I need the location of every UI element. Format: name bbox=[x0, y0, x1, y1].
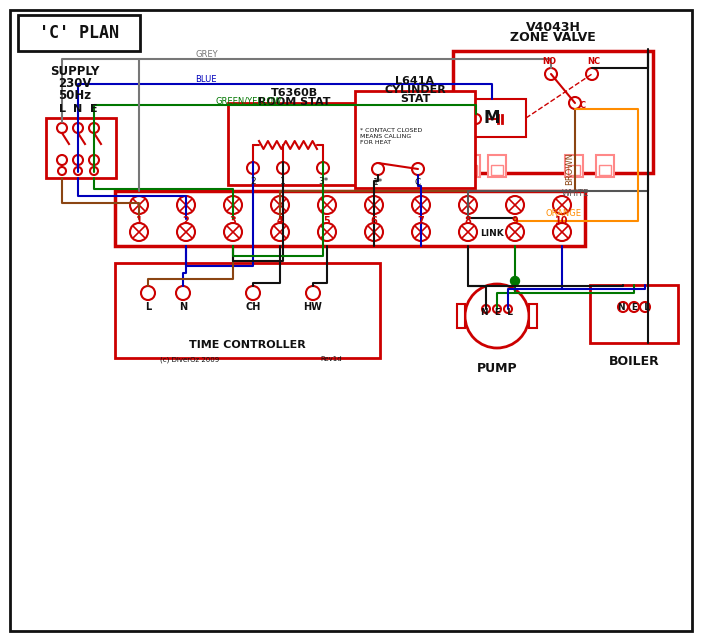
FancyBboxPatch shape bbox=[462, 155, 480, 177]
Text: SUPPLY: SUPPLY bbox=[51, 65, 100, 78]
FancyBboxPatch shape bbox=[10, 10, 692, 631]
Text: BROWN: BROWN bbox=[565, 152, 574, 185]
Text: C: C bbox=[580, 101, 586, 110]
Text: ORANGE: ORANGE bbox=[545, 209, 581, 218]
FancyBboxPatch shape bbox=[355, 91, 475, 188]
Text: FOR HEAT: FOR HEAT bbox=[360, 140, 391, 145]
Text: ZONE VALVE: ZONE VALVE bbox=[510, 31, 596, 44]
Circle shape bbox=[510, 276, 519, 285]
FancyBboxPatch shape bbox=[453, 51, 653, 173]
FancyBboxPatch shape bbox=[599, 165, 611, 175]
FancyBboxPatch shape bbox=[18, 15, 140, 51]
FancyBboxPatch shape bbox=[590, 285, 678, 343]
Text: PUMP: PUMP bbox=[477, 362, 517, 375]
Text: T6360B: T6360B bbox=[270, 88, 317, 98]
FancyBboxPatch shape bbox=[465, 165, 477, 175]
Text: HW: HW bbox=[303, 302, 322, 312]
Text: 'C' PLAN: 'C' PLAN bbox=[39, 24, 119, 42]
Text: NO: NO bbox=[542, 57, 556, 66]
FancyBboxPatch shape bbox=[115, 191, 585, 246]
Text: 2: 2 bbox=[183, 216, 190, 226]
Text: 5: 5 bbox=[324, 216, 331, 226]
Text: N: N bbox=[74, 104, 83, 114]
Text: (c) DiverOz 2009: (c) DiverOz 2009 bbox=[160, 356, 219, 363]
Text: BLUE: BLUE bbox=[195, 75, 216, 84]
Text: GREY: GREY bbox=[195, 50, 218, 59]
Text: L: L bbox=[145, 302, 151, 312]
Text: N: N bbox=[179, 302, 187, 312]
Text: 1: 1 bbox=[135, 216, 143, 226]
Text: GREEN/YELLOW: GREEN/YELLOW bbox=[215, 96, 282, 105]
Text: 7: 7 bbox=[418, 216, 425, 226]
Text: CYLINDER: CYLINDER bbox=[384, 85, 446, 95]
Text: L641A: L641A bbox=[395, 76, 435, 86]
Text: TIME CONTROLLER: TIME CONTROLLER bbox=[189, 340, 305, 350]
Text: N  E  L: N E L bbox=[618, 303, 650, 312]
Text: 4: 4 bbox=[277, 216, 284, 226]
Text: 6: 6 bbox=[371, 216, 378, 226]
FancyBboxPatch shape bbox=[568, 165, 580, 175]
Text: MEANS CALLING: MEANS CALLING bbox=[360, 134, 411, 139]
FancyBboxPatch shape bbox=[115, 263, 380, 358]
Text: STAT: STAT bbox=[400, 94, 430, 104]
Text: N  E  L: N E L bbox=[481, 308, 513, 317]
FancyBboxPatch shape bbox=[457, 304, 465, 328]
Text: Rev1d: Rev1d bbox=[320, 356, 342, 362]
FancyBboxPatch shape bbox=[491, 165, 503, 175]
Text: ROOM STAT: ROOM STAT bbox=[258, 97, 330, 107]
Text: M: M bbox=[484, 109, 501, 127]
Text: 230V: 230V bbox=[58, 76, 92, 90]
Text: L: L bbox=[58, 104, 65, 114]
Text: 8: 8 bbox=[465, 216, 472, 226]
Text: 1: 1 bbox=[280, 177, 286, 186]
FancyBboxPatch shape bbox=[228, 103, 361, 185]
FancyBboxPatch shape bbox=[565, 155, 583, 177]
Text: E: E bbox=[90, 104, 98, 114]
Text: 3*: 3* bbox=[318, 177, 328, 186]
Text: 50Hz: 50Hz bbox=[58, 88, 91, 101]
Text: WHITE: WHITE bbox=[562, 189, 590, 198]
Text: 9: 9 bbox=[512, 216, 518, 226]
FancyBboxPatch shape bbox=[488, 155, 506, 177]
Text: 2: 2 bbox=[250, 177, 256, 186]
Text: BOILER: BOILER bbox=[609, 355, 659, 368]
Text: C: C bbox=[415, 178, 421, 187]
FancyBboxPatch shape bbox=[529, 304, 537, 328]
Text: LINK: LINK bbox=[479, 229, 503, 238]
Text: 3: 3 bbox=[230, 216, 237, 226]
FancyBboxPatch shape bbox=[46, 118, 116, 178]
Text: * CONTACT CLOSED: * CONTACT CLOSED bbox=[360, 128, 422, 133]
FancyBboxPatch shape bbox=[459, 99, 526, 137]
Text: CH: CH bbox=[245, 302, 260, 312]
Text: V4043H: V4043H bbox=[526, 21, 581, 34]
Text: 10: 10 bbox=[555, 216, 569, 226]
Text: NC: NC bbox=[588, 57, 601, 66]
FancyBboxPatch shape bbox=[596, 155, 614, 177]
Text: 1*: 1* bbox=[373, 178, 383, 187]
